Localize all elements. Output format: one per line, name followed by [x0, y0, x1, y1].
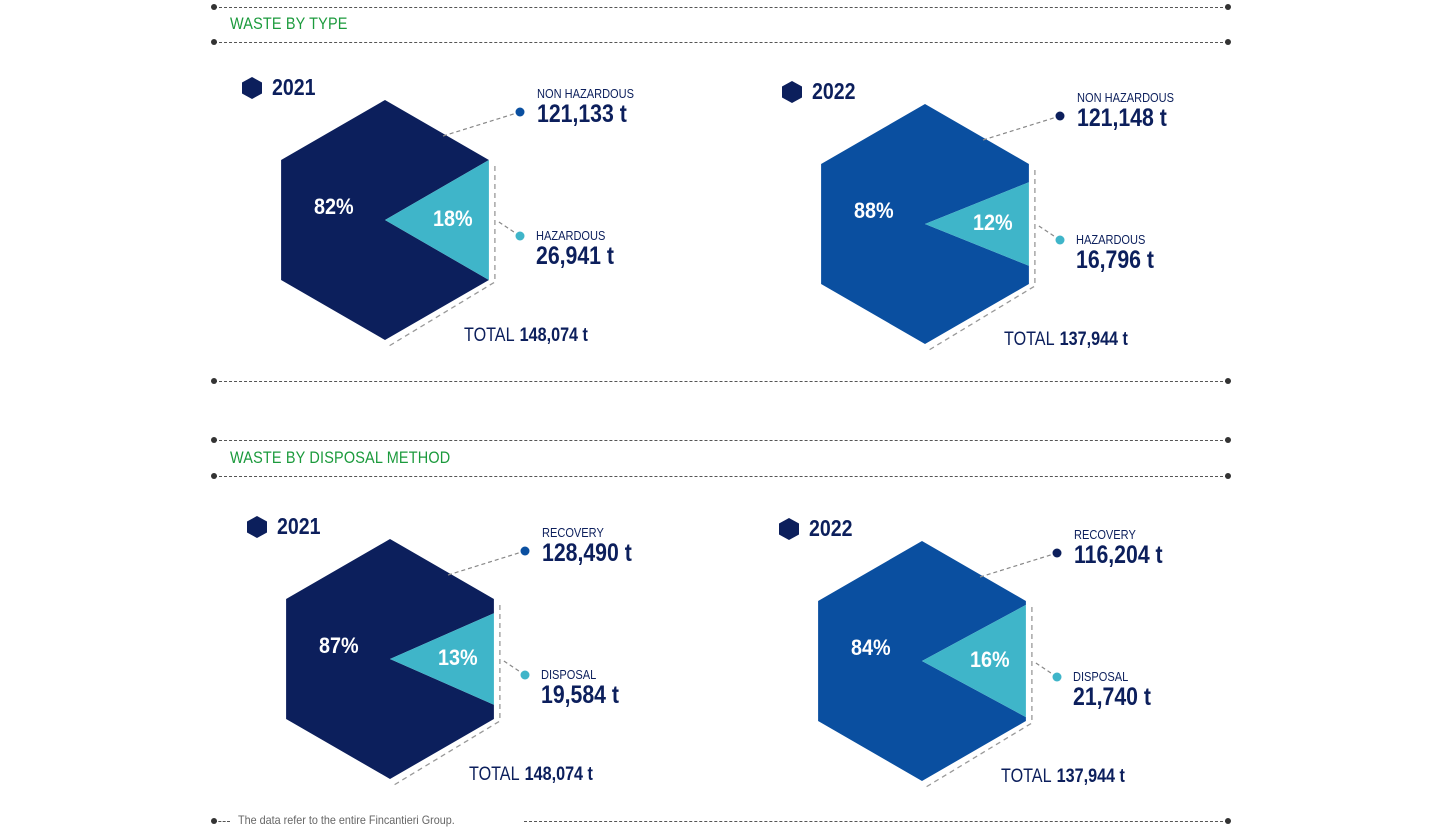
hexagon-bullet-icon: [782, 80, 802, 103]
hexagon-pie-chart: [281, 100, 525, 347]
chart-year: 2021: [277, 513, 321, 539]
value-label-major: 121,148 t: [1077, 104, 1167, 132]
percent-label-minor: 18%: [433, 206, 473, 231]
category-label-major: NON HAZARDOUS: [537, 86, 635, 101]
percent-label-minor: 13%: [438, 645, 478, 670]
total-row: TOTAL 137,944 t: [1004, 329, 1128, 351]
value-label-major: 121,133 t: [537, 100, 627, 128]
section-2-title-divider: [211, 473, 1231, 479]
category-label-major: RECOVERY: [542, 525, 604, 540]
slice-minor: [925, 182, 1029, 266]
top-divider: [211, 4, 1231, 10]
total-row: TOTAL 148,074 t: [469, 764, 593, 786]
leader-line-major: [447, 550, 526, 576]
hexagon-bullet-icon: [242, 76, 262, 99]
hexagon-dashed-outline: [925, 607, 1033, 788]
hexagon-dashed-outline: [393, 605, 501, 786]
year-row: 2022: [782, 78, 863, 105]
hexagon-bullet-icon: [779, 517, 799, 540]
slice-minor: [922, 604, 1026, 718]
year-row: 2021: [242, 74, 323, 101]
total-value: 137,944 t: [1056, 766, 1125, 787]
chart-year: 2022: [809, 515, 853, 541]
footnote: The data refer to the entire Fincantieri…: [238, 813, 455, 827]
footnote-divider-left: [211, 818, 230, 824]
hexagon-dashed-outline: [388, 166, 496, 347]
hexagon-pie-chart: [821, 104, 1065, 351]
section-1-bottom-divider: [211, 378, 1231, 384]
total-label: TOTAL: [464, 325, 515, 346]
chart-waste-by-disposal-2022: 2022 84% 16% RECOVERY 116,204 t DISPOSAL…: [779, 515, 1239, 815]
total-label: TOTAL: [469, 764, 520, 785]
category-label-minor: HAZARDOUS: [1076, 232, 1146, 247]
section-title-waste-by-disposal-method: WASTE BY DISPOSAL METHOD: [230, 448, 451, 467]
legend-dot-major: [1052, 548, 1062, 558]
total-label: TOTAL: [1004, 329, 1055, 350]
chart-waste-by-disposal-2021: 2021 87% 13% RECOVERY 128,490 t DISPOSAL…: [247, 513, 707, 813]
category-label-major: NON HAZARDOUS: [1077, 90, 1175, 105]
hexagon-pie-chart: [818, 541, 1062, 788]
total-value: 148,074 t: [524, 764, 593, 785]
value-label-minor: 16,796 t: [1076, 246, 1154, 274]
category-label-minor: HAZARDOUS: [536, 228, 606, 243]
value-label-major: 128,490 t: [542, 539, 632, 567]
percent-label-major: 88%: [854, 198, 894, 223]
legend-dot-major: [520, 546, 530, 556]
hexagon-pie-chart: [286, 539, 530, 786]
legend-dot-major: [515, 107, 525, 117]
percent-label-major: 84%: [851, 635, 891, 660]
total-label: TOTAL: [1001, 766, 1052, 787]
chart-waste-by-type-2021: 2021 82% 18% NON HAZARDOUS 121,133 t HAZ…: [242, 74, 702, 374]
hexagon-dashed-outline: [928, 170, 1036, 351]
category-label-minor: DISPOSAL: [1073, 669, 1129, 684]
legend-dot-major: [1055, 111, 1065, 121]
total-value: 137,944 t: [1059, 329, 1128, 350]
value-label-minor: 21,740 t: [1073, 683, 1151, 711]
total-value: 148,074 t: [519, 325, 588, 346]
section-1-title-divider: [211, 39, 1231, 45]
legend-dot-minor: [1055, 235, 1065, 245]
category-label-minor: DISPOSAL: [541, 667, 597, 682]
leader-line-major: [442, 111, 521, 137]
leader-line-major: [982, 115, 1061, 141]
percent-label-major: 87%: [319, 633, 359, 658]
legend-dot-minor: [515, 231, 525, 241]
percent-label-major: 82%: [314, 194, 354, 219]
chart-year: 2022: [812, 78, 856, 104]
year-row: 2021: [247, 513, 328, 540]
slice-minor: [390, 613, 494, 705]
hexagon-bullet-icon: [247, 515, 267, 538]
year-row: 2022: [779, 515, 860, 542]
total-row: TOTAL 148,074 t: [464, 325, 588, 347]
legend-dot-minor: [520, 670, 530, 680]
section-2-top-divider: [211, 437, 1231, 443]
leader-line-major: [979, 552, 1058, 578]
value-label-minor: 19,584 t: [541, 681, 619, 709]
chart-year: 2021: [272, 74, 316, 100]
chart-waste-by-type-2022: 2022 88% 12% NON HAZARDOUS 121,148 t HAZ…: [782, 78, 1242, 378]
percent-label-minor: 16%: [970, 647, 1010, 672]
value-label-minor: 26,941 t: [536, 242, 614, 270]
slice-minor: [385, 160, 489, 280]
footnote-divider-right: [524, 818, 1231, 824]
value-label-major: 116,204 t: [1074, 541, 1163, 569]
total-row: TOTAL 137,944 t: [1001, 766, 1125, 788]
category-label-major: RECOVERY: [1074, 527, 1136, 542]
section-title-waste-by-type: WASTE BY TYPE: [230, 14, 348, 33]
legend-dot-minor: [1052, 672, 1062, 682]
percent-label-minor: 12%: [973, 210, 1013, 235]
